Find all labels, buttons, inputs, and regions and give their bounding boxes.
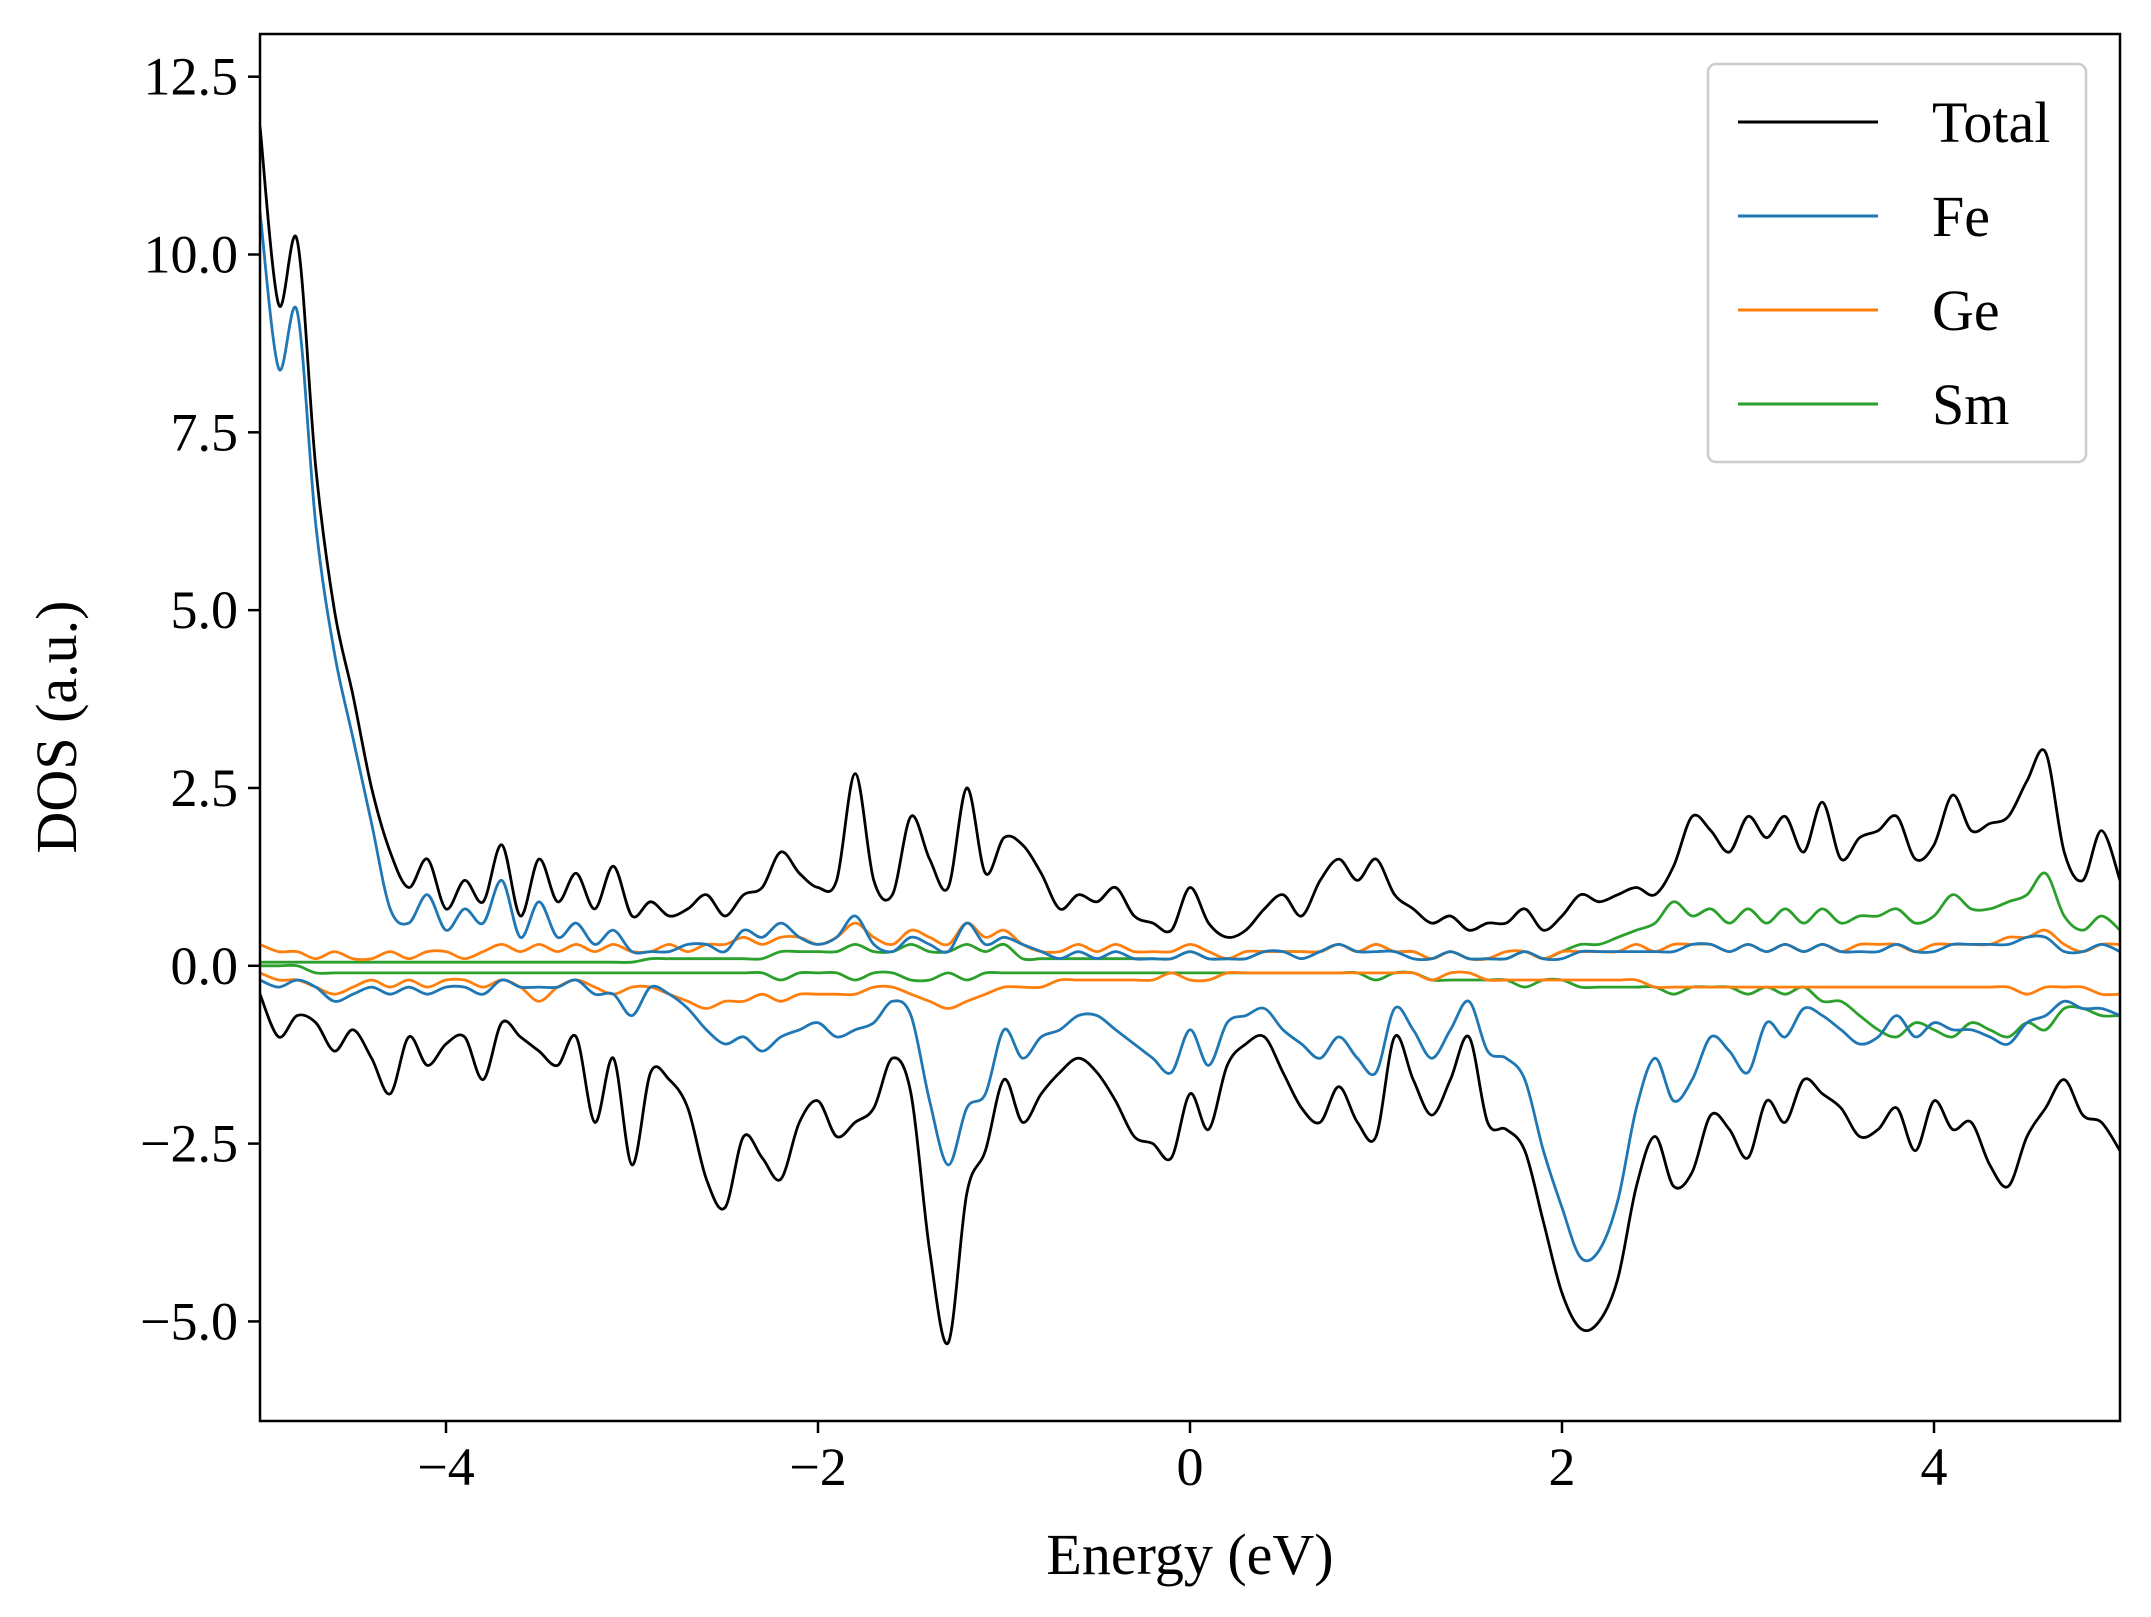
legend-label-sm: Sm bbox=[1932, 372, 2009, 437]
legend: Total Fe Ge Sm bbox=[1706, 62, 2088, 464]
y-tick-label: 5.0 bbox=[171, 580, 239, 640]
y-axis: −5.0 −2.5 0.0 2.5 5.0 7.5 10.0 12.5 bbox=[140, 47, 260, 1351]
x-tick-label: −4 bbox=[417, 1437, 474, 1497]
y-tick-label: 2.5 bbox=[171, 758, 239, 818]
series-line-total-down bbox=[260, 993, 2120, 1346]
legend-label-total: Total bbox=[1932, 90, 2050, 155]
series-line-fe-down bbox=[260, 978, 2120, 1263]
series-line-fe-up bbox=[260, 211, 2120, 961]
y-tick-label: 10.0 bbox=[144, 224, 239, 284]
x-tick-label: −2 bbox=[789, 1437, 846, 1497]
legend-label-ge: Ge bbox=[1932, 278, 2000, 343]
x-tick-label: 0 bbox=[1177, 1437, 1204, 1497]
series-line-total-up bbox=[260, 126, 2120, 939]
y-axis-label: DOS (a.u.) bbox=[24, 601, 89, 854]
y-tick-label: −5.0 bbox=[140, 1291, 238, 1351]
series-line-sm-down bbox=[260, 963, 2120, 1039]
x-tick-label: 2 bbox=[1549, 1437, 1576, 1497]
x-axis: −4 −2 0 2 4 bbox=[417, 1421, 1948, 1497]
x-tick-label: 4 bbox=[1921, 1437, 1948, 1497]
series-layer bbox=[260, 126, 2120, 1346]
legend-label-fe: Fe bbox=[1932, 184, 1990, 249]
legend-frame bbox=[1706, 62, 2088, 464]
y-tick-label: 7.5 bbox=[171, 402, 239, 462]
y-tick-label: −2.5 bbox=[140, 1114, 238, 1174]
x-axis-label: Energy (eV) bbox=[1046, 1522, 1333, 1587]
y-tick-label: 12.5 bbox=[144, 47, 239, 107]
y-tick-label: 0.0 bbox=[171, 936, 239, 996]
